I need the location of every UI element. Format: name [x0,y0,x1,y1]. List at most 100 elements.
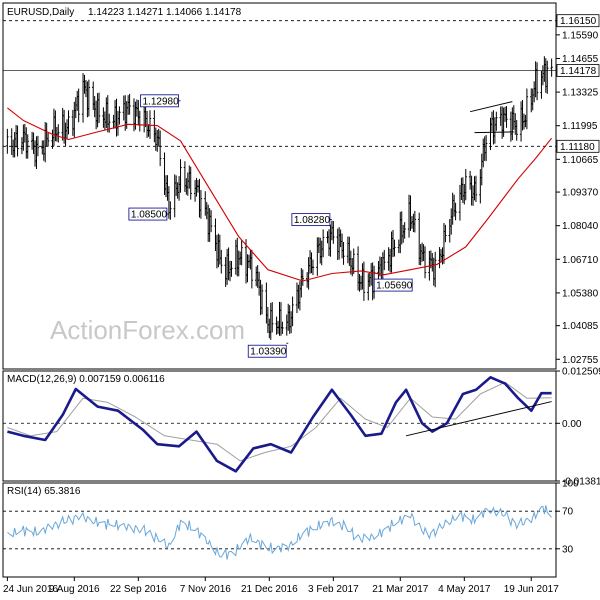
macd-lines [7,375,552,473]
rsi-title: RSI(14) 65.3816 [7,486,81,497]
macd-panel: 0.012509 0.00 -0.013813 MACD(12,26,9) 0.00… [2,367,600,488]
price-bar [148,110,152,139]
price-bar [525,88,529,130]
price-bar [340,233,344,259]
price-bar [512,105,515,130]
price-bar [54,110,57,142]
price-bar [400,211,403,245]
date-tick-label: 21 Mar 2017 [372,584,429,595]
price-tick-label: 1.15590 [562,30,599,41]
price-bar [32,132,35,154]
price-bar [206,204,210,242]
annotation-box [128,207,168,221]
price-bar [67,110,70,135]
price-tick-label: 1.05380 [562,288,599,299]
price-tick-label: 1.09370 [562,188,599,199]
price-bar [87,79,91,117]
rsi-line [7,505,552,560]
price-bar [307,257,310,290]
price-bar [115,98,118,137]
macd-main-line [7,375,552,473]
price-bar [540,70,543,99]
price-bar [442,223,446,264]
price-bar [269,302,272,340]
price-bar [482,138,485,168]
price-bar [422,244,425,262]
price-bar [291,296,294,327]
price-bar [342,241,345,265]
price-bar [367,273,370,301]
price-bar [76,90,79,111]
rsi-gridlines [3,510,556,550]
price-bar [214,218,217,252]
price-bar [458,184,462,221]
price-bar [546,60,549,94]
price-bar [195,177,198,197]
price-bar [118,106,121,125]
price-tick-label: 1.11995 [562,121,598,132]
macd-title: MACD(12,26,9) 0.007159 0.006116 [7,374,165,385]
ohlc-low: 1.14066 [166,7,203,18]
price-bar [317,237,320,254]
price-bar [509,111,513,142]
price-bar [183,161,187,192]
price-bar [204,191,207,216]
price-tick-label: 1.06710 [562,255,599,266]
price-bar [295,282,299,314]
price-bar [33,140,37,167]
price-bar [532,81,536,103]
price-bar [401,224,405,243]
price-bar [164,175,168,198]
price-bar [249,249,252,270]
price-bar [349,250,353,275]
price-bar [535,62,539,101]
price-bar [332,221,335,244]
price-bar [46,132,50,147]
date-tick-label: 21 Dec 2016 [241,584,298,595]
price-bar [383,249,386,271]
price-bar [388,248,392,273]
price-bar [434,251,437,288]
price-bar [471,185,475,206]
price-bar [432,257,435,286]
price-bar [13,132,16,158]
date-tick-label: 3 Feb 2017 [308,584,359,595]
price-bar [199,190,203,219]
macd-trendline-segment [405,401,552,437]
date-tick-label: 7 Nov 2016 [180,584,232,595]
price-bar [337,227,341,260]
rsi-panel-frame [2,482,557,578]
price-bar [185,178,188,195]
price-bar [320,240,323,266]
price-bar [521,100,524,131]
price-bars [6,56,553,340]
annotation-label: 1.12980 [143,96,180,107]
price-bar [420,242,424,262]
price-bar [271,302,274,333]
price-panel: ActionForex.com 1.12980 1.08500 1.03390 1.0… [2,2,600,370]
price-bar [103,111,107,130]
annotation-box [247,344,287,358]
price-level-box [556,139,600,153]
price-bar [336,228,339,260]
price-bar [64,122,67,147]
price-level-box [556,64,600,77]
price-bar [489,117,492,151]
price-bar [113,100,117,129]
price-bar [228,260,232,282]
price-bar [412,213,415,233]
price-bar [57,124,60,143]
price-bar [36,135,40,157]
annotation-label: 1.05690 [376,281,413,292]
price-bar [308,250,312,274]
date-tick-label: 9 Aug 2016 [49,584,100,595]
price-bar [450,208,453,235]
price-bar [81,73,85,123]
price-bar [173,174,176,218]
price-bar [71,109,75,136]
price-bar [393,239,396,257]
annotation-label: 1.03390 [250,347,287,358]
price-bar [505,106,508,128]
price-bar [106,95,109,133]
price-trendline [474,131,514,134]
